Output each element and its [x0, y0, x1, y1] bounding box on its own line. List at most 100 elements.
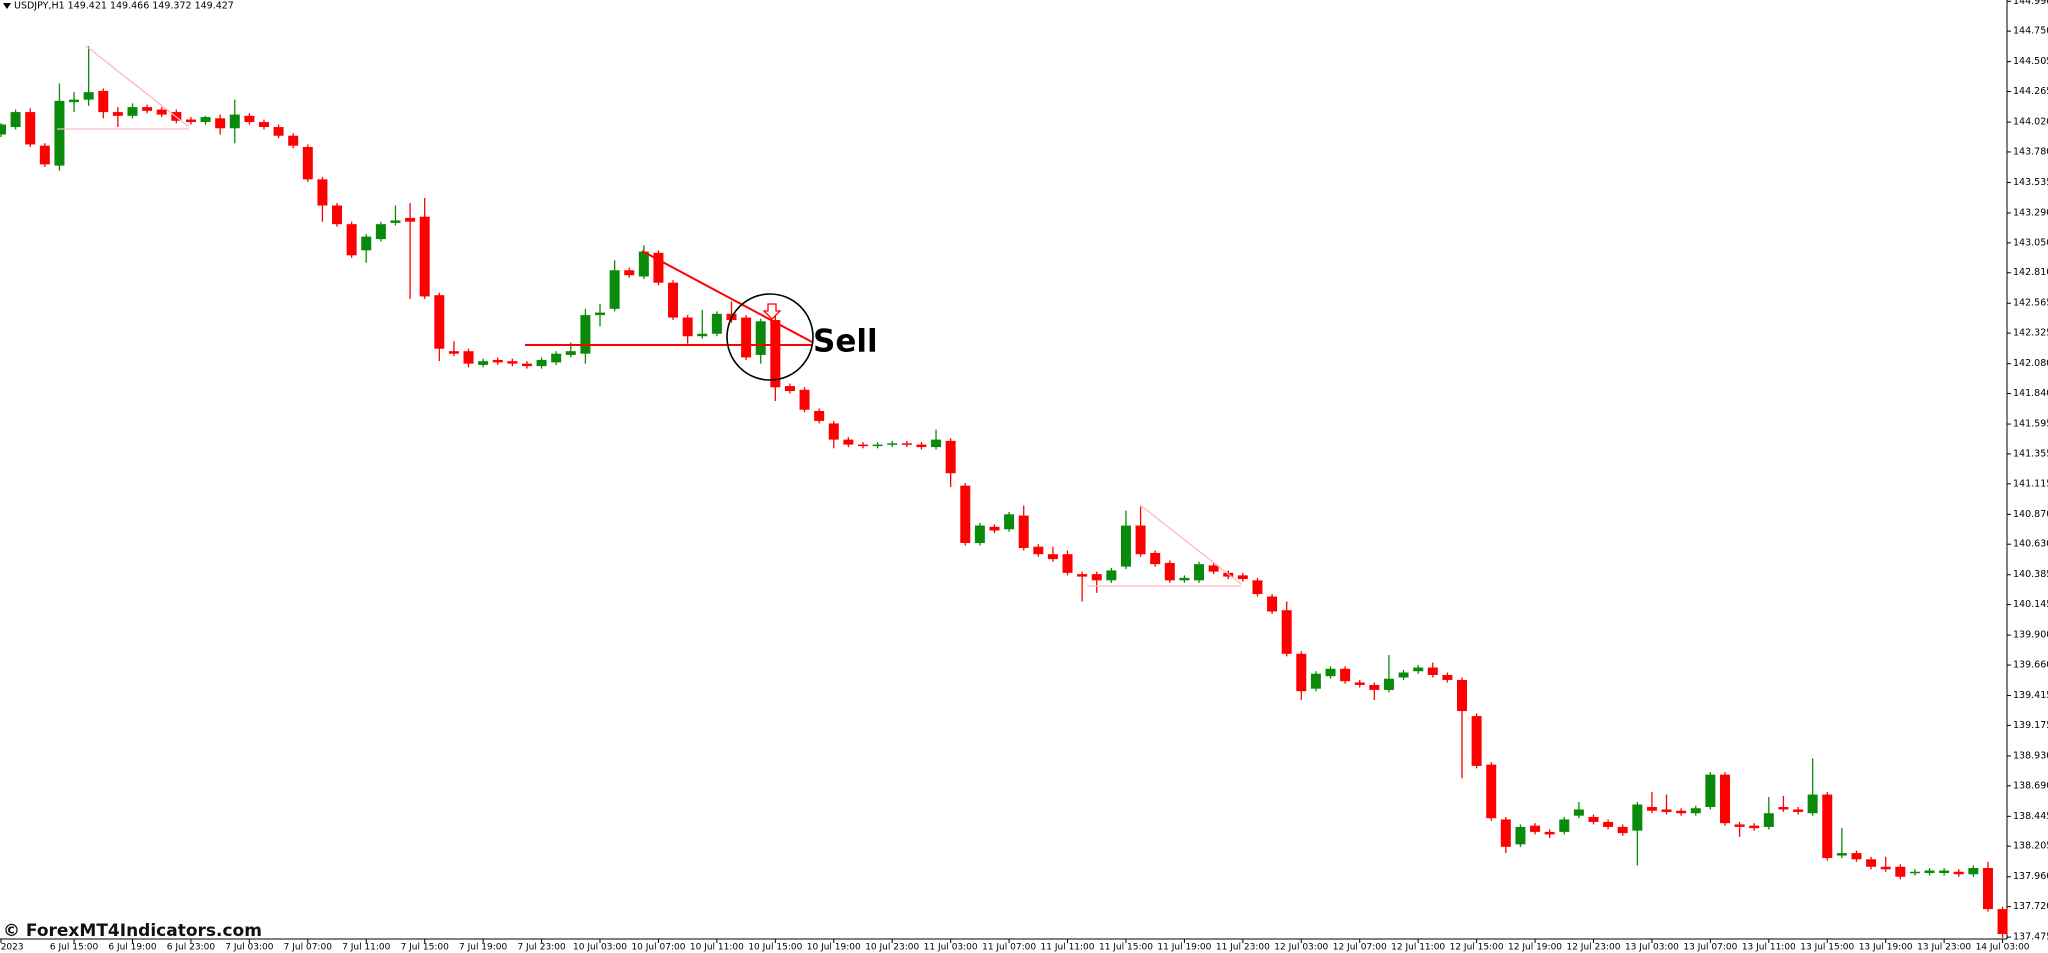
candle-body [1997, 909, 2008, 935]
y-tick-label: 144.505 [2013, 56, 2048, 67]
signal-circle [726, 293, 814, 381]
candle-body [857, 444, 868, 447]
candle-body [127, 107, 138, 116]
candle-body [448, 351, 459, 354]
candle-body [638, 251, 649, 277]
candle-body [682, 317, 693, 337]
x-tick-label: 13 Jul 15:00 [1800, 943, 1854, 953]
candle-body [1135, 525, 1146, 555]
candle-body [112, 112, 123, 116]
candle-body [1924, 870, 1935, 873]
menu-arrow[interactable] [3, 3, 11, 9]
candle-body [843, 439, 854, 445]
candle-body [1398, 672, 1409, 678]
y-tick-label: 139.900 [2013, 630, 2048, 641]
candle-body [69, 99, 80, 103]
x-tick-label: 6 Jul 19:00 [108, 943, 157, 953]
candle-body [1281, 610, 1292, 654]
x-tick-label: 12 Jul 19:00 [1508, 943, 1562, 953]
candle-body [521, 363, 532, 367]
x-tick-label: 14 Jul 03:00 [1976, 943, 2030, 953]
symbol-header: USDJPY,H1 149.421 149.466 149.372 149.42… [14, 1, 234, 12]
candle-body [1793, 809, 1804, 812]
x-tick-label: 13 Jul 19:00 [1859, 943, 1913, 953]
candle-body [887, 443, 898, 445]
x-tick-label: 12 Jul 23:00 [1566, 943, 1620, 953]
y-tick-label: 144.990 [2013, 0, 2048, 7]
y-tick-label: 140.870 [2013, 509, 2048, 520]
candle-body [0, 124, 6, 135]
candle-body [711, 313, 722, 334]
y-tick-label: 138.445 [2013, 811, 2048, 822]
candle-body [551, 353, 562, 363]
candle-body [185, 119, 196, 123]
candle-body [741, 317, 752, 358]
candle-body [1895, 866, 1906, 877]
candle-body [434, 295, 445, 349]
candle-body [83, 92, 94, 100]
candle-body [755, 321, 766, 355]
candle-body [1252, 580, 1263, 595]
candle-body [215, 118, 226, 129]
candle-body [1091, 574, 1102, 581]
candle-body [332, 205, 343, 225]
y-tick-label: 142.325 [2013, 328, 2048, 339]
trend-line [641, 250, 813, 343]
x-tick-label: 6 Jul 23:00 [167, 943, 216, 953]
x-tick-label: 10 Jul 07:00 [631, 943, 685, 953]
candle-body [1354, 682, 1365, 685]
candle-body [595, 312, 606, 316]
pattern-line [1139, 504, 1242, 585]
x-tick-label: 11 Jul 11:00 [1041, 943, 1095, 953]
candle-body [507, 361, 518, 364]
candle-body [1880, 866, 1891, 870]
x-tick-label: 7 Jul 03:00 [225, 943, 274, 953]
x-tick-label: 10 Jul 03:00 [573, 943, 627, 953]
candle-body [1982, 868, 1993, 910]
candle-body [580, 315, 591, 354]
y-tick-label: 142.565 [2013, 298, 2048, 309]
y-tick-label: 142.810 [2013, 267, 2048, 278]
y-tick-label: 140.385 [2013, 569, 2048, 580]
candle-body [960, 485, 971, 543]
pattern-line [85, 45, 190, 128]
y-tick-label: 140.630 [2013, 539, 2048, 550]
candle-body [258, 122, 269, 128]
candle-body [784, 386, 795, 392]
candle-body [98, 90, 109, 113]
x-tick-label: 7 Jul 19:00 [459, 943, 508, 953]
candle-body [1603, 821, 1614, 827]
candle-body [1310, 673, 1321, 689]
candle-body [244, 115, 255, 123]
y-tick-label: 141.595 [2013, 419, 2048, 430]
x-tick-label: 5 Jul 2023 [0, 943, 24, 953]
candle-body [200, 117, 211, 123]
candle-body [916, 444, 927, 448]
x-tick-label: 12 Jul 15:00 [1450, 943, 1504, 953]
y-tick-label: 140.145 [2013, 599, 2048, 610]
y-tick-label: 138.690 [2013, 780, 2048, 791]
y-tick-label: 143.780 [2013, 146, 2048, 157]
x-tick-label: 12 Jul 11:00 [1391, 943, 1445, 953]
sell-label: Sell [813, 324, 878, 360]
candle-body [1807, 794, 1818, 814]
y-tick-label: 144.750 [2013, 26, 2048, 37]
candle-body [390, 220, 401, 223]
candle-body [814, 410, 825, 421]
candle-body [346, 224, 357, 256]
candles [0, 46, 2008, 938]
candle-body [1632, 804, 1643, 831]
candle-body [1500, 819, 1511, 847]
candle-body [317, 179, 328, 206]
x-tick-label: 11 Jul 07:00 [982, 943, 1036, 953]
y-tick-label: 144.265 [2013, 86, 2048, 97]
candle-body [1734, 824, 1745, 827]
candle-body [492, 359, 503, 363]
x-tick-label: 10 Jul 19:00 [807, 943, 861, 953]
candle-body [273, 127, 284, 136]
candle-body [1457, 679, 1467, 712]
candle-body [536, 359, 547, 367]
candle-body [1676, 810, 1687, 814]
